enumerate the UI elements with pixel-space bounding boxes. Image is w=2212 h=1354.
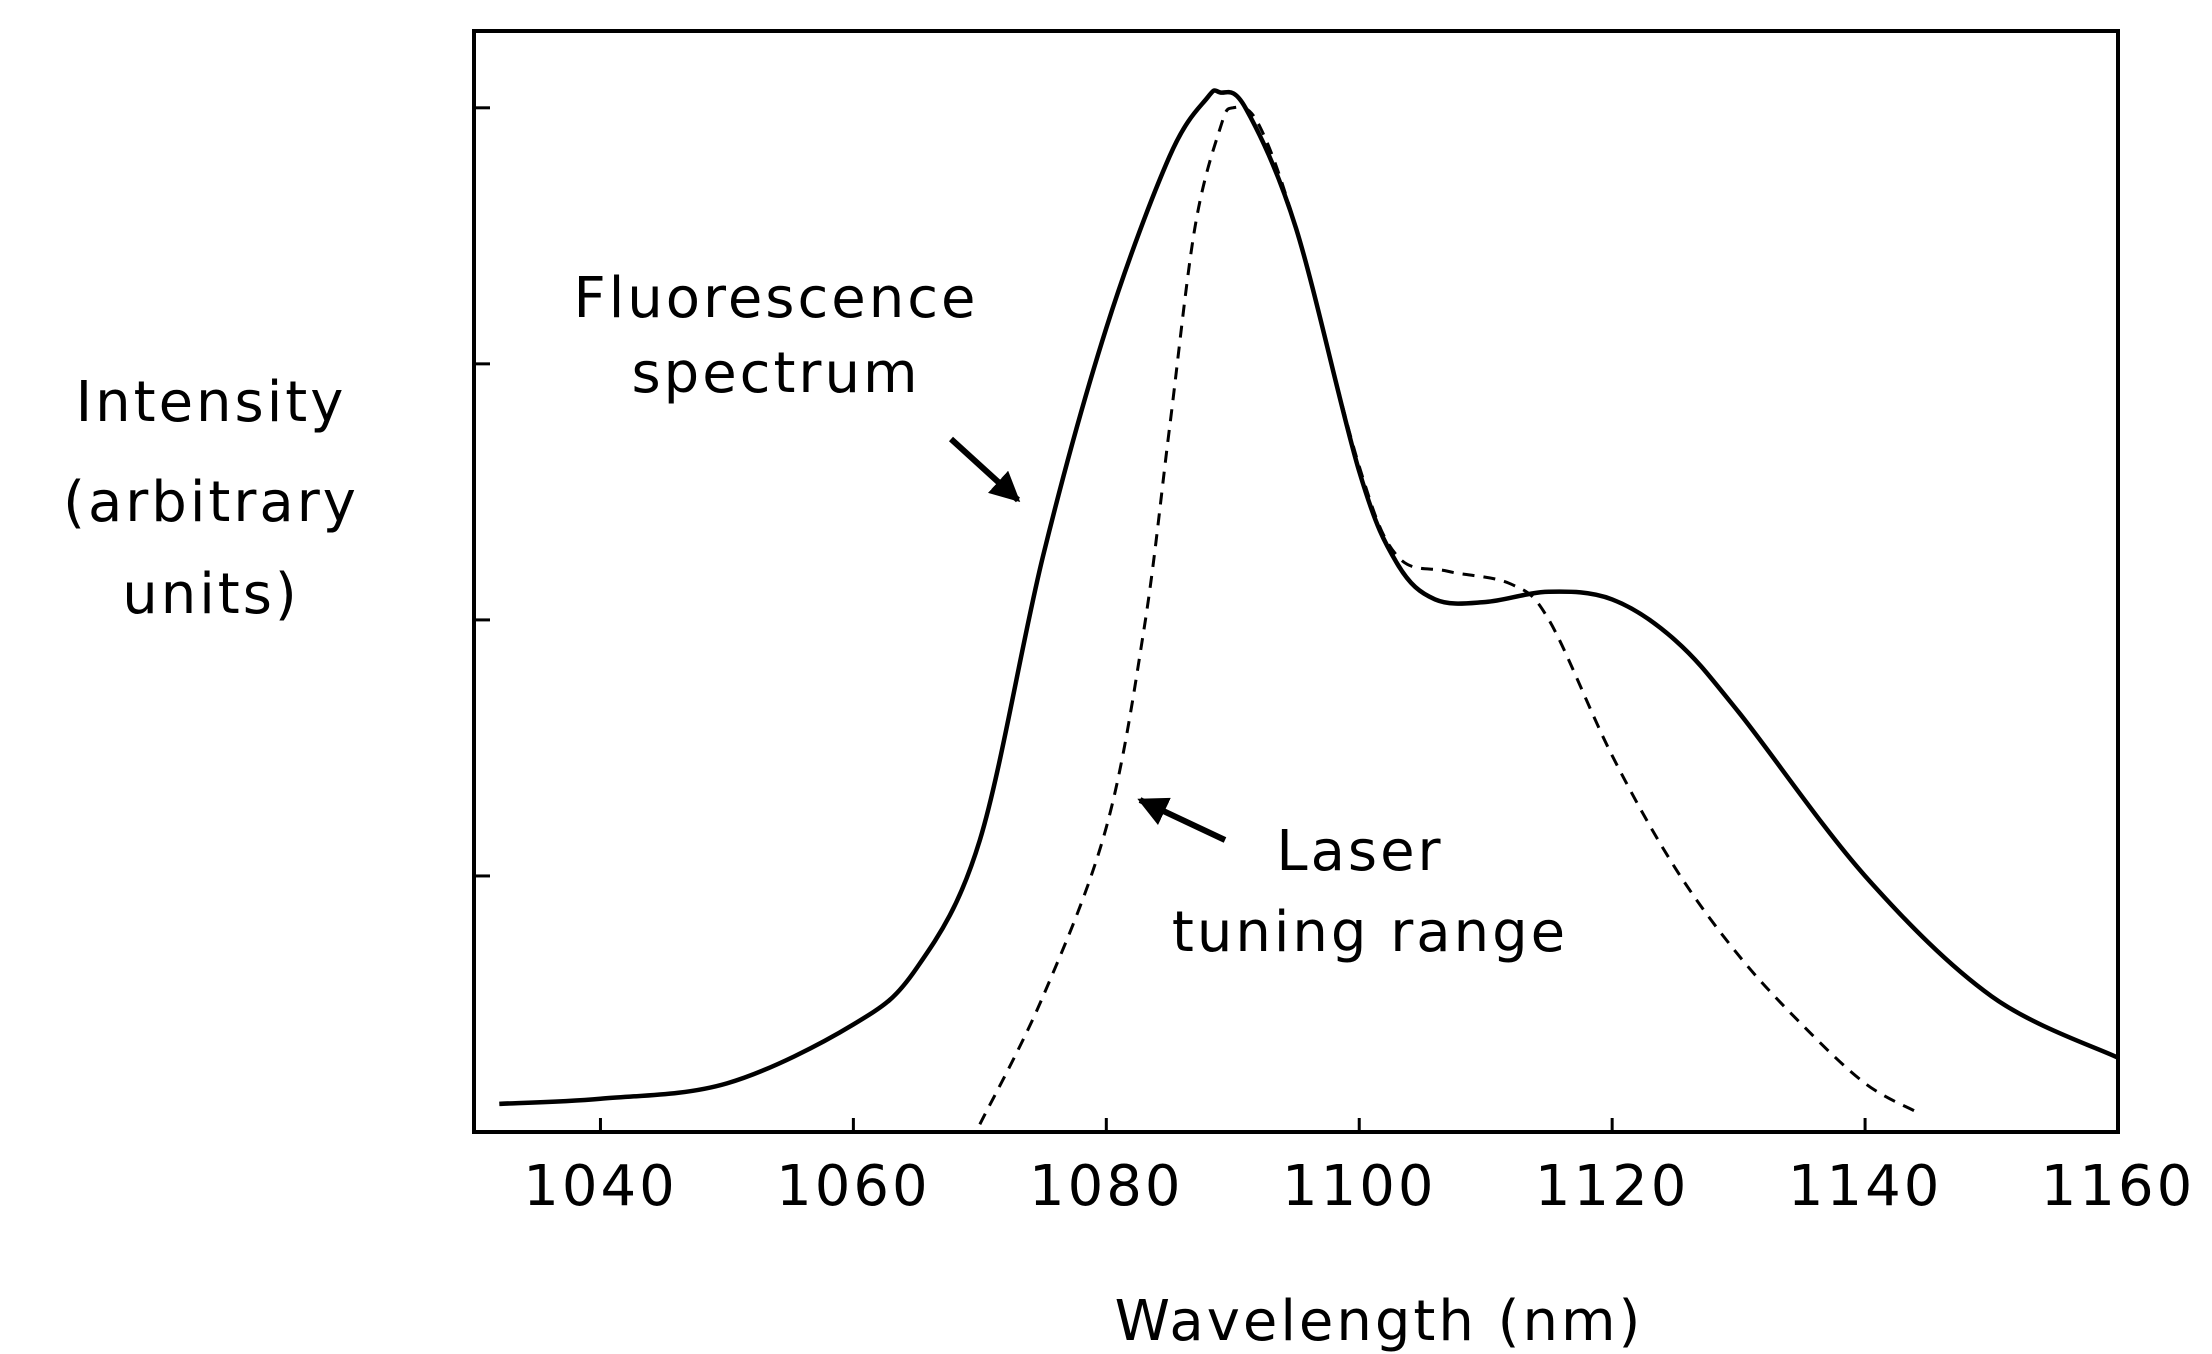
line-series (499, 88, 2119, 1107)
x-tick-label: 1060 (776, 1154, 931, 1219)
line-series (978, 105, 1917, 1125)
y-axis-label: (arbitrary (63, 470, 359, 535)
x-tick-label: 1140 (1788, 1154, 1943, 1219)
x-tick-label: 1120 (1535, 1154, 1690, 1219)
y-axis-label: units) (122, 562, 300, 627)
x-tick-label: 1160 (2041, 1154, 2196, 1219)
annotation: tuning range (1172, 900, 1568, 965)
x-tick-label: 1100 (1282, 1154, 1437, 1219)
annotation: spectrum (632, 341, 921, 406)
y-axis-label: Intensity (76, 370, 347, 435)
x-tick-label: 1040 (523, 1154, 678, 1219)
arrow (948, 436, 1021, 503)
annotation: Laser (1276, 819, 1443, 884)
annotation: Fluorescence (574, 266, 979, 331)
x-axis-label: Wavelength (nm) (1115, 1289, 1644, 1354)
arrow (1137, 797, 1227, 843)
x-tick-label: 1080 (1029, 1154, 1184, 1219)
plot-frame (472, 29, 2120, 1134)
